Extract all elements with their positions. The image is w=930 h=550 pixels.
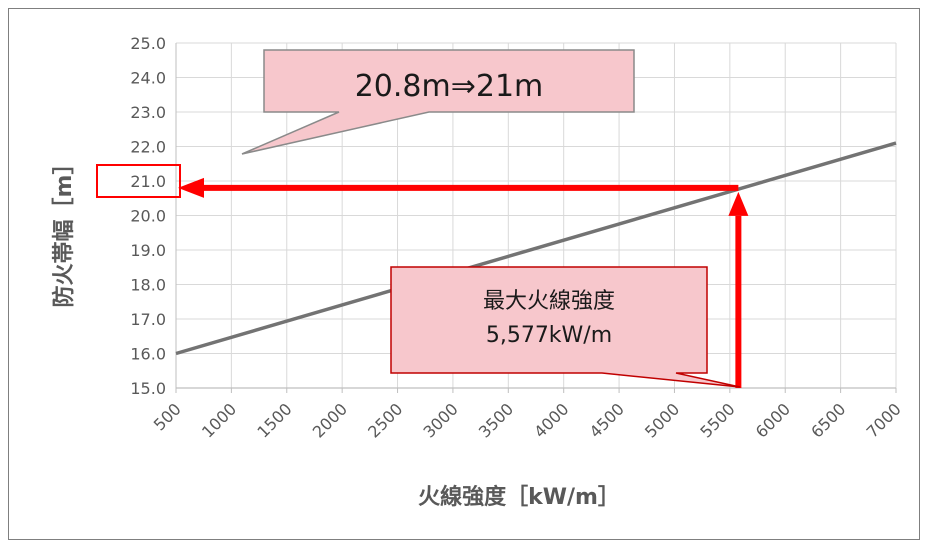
x-tick-label: 3000 [420,399,462,441]
x-tick-label: 3500 [475,399,517,441]
x-tick-label: 2500 [364,399,406,441]
y-tick-label: 17.0 [130,310,166,329]
x-tick-label: 5000 [641,399,683,441]
arrow-layer [96,164,749,388]
x-tick-label: 7000 [863,399,905,441]
bottom-callout-line2: 5,577kW/m [485,323,613,348]
x-axis-title: 火線強度［kW/m］ [418,485,620,510]
x-tick-label: 4500 [586,399,628,441]
y-axis-title: 防火帯幅［m］ [52,152,77,308]
y-tick-label: 22.0 [130,138,166,157]
x-tick-label: 1000 [198,399,240,441]
series-line [175,141,897,356]
chart-frame: 15.0 16.0 17.0 18.0 19.0 20.0 21.0 22.0 23.0 24.0… [8,8,920,540]
vertical-arrowhead [728,191,749,216]
y-tick-label: 23.0 [130,103,166,122]
horizontal-arrowhead [178,177,204,198]
series-layer [175,141,897,356]
top-callout-text: 20.8m⇒21m [354,69,544,104]
top-callout-balloon [241,49,635,155]
y-tick-label: 15.0 [130,379,166,398]
x-tick-label: 500 [150,399,185,434]
highlight-box-21 [96,164,181,198]
callout-layer [241,49,741,388]
x-tick-label: 6000 [752,399,794,441]
y-tick-label: 25.0 [130,34,166,53]
y-tick-label: 16.0 [130,345,166,364]
x-tick-label: 2000 [309,399,351,441]
x-tick-label: 4000 [530,399,572,441]
x-tick-label: 1500 [253,399,295,441]
bottom-callout-balloon [390,266,741,388]
bottom-callout-line1: 最大火線強度 [482,289,615,314]
axes [175,43,897,393]
y-tick-label: 21.0 [130,172,166,191]
y-tick-label: 20.0 [130,207,166,226]
chart-plot: 15.0 16.0 17.0 18.0 19.0 20.0 21.0 22.0 23.0 24.0… [96,34,905,442]
x-tick-label: 5500 [696,399,738,441]
y-tick-label: 24.0 [130,69,166,88]
y-tick-label: 19.0 [130,241,166,260]
y-tick-label: 18.0 [130,276,166,295]
x-tick-label: 6500 [807,399,849,441]
